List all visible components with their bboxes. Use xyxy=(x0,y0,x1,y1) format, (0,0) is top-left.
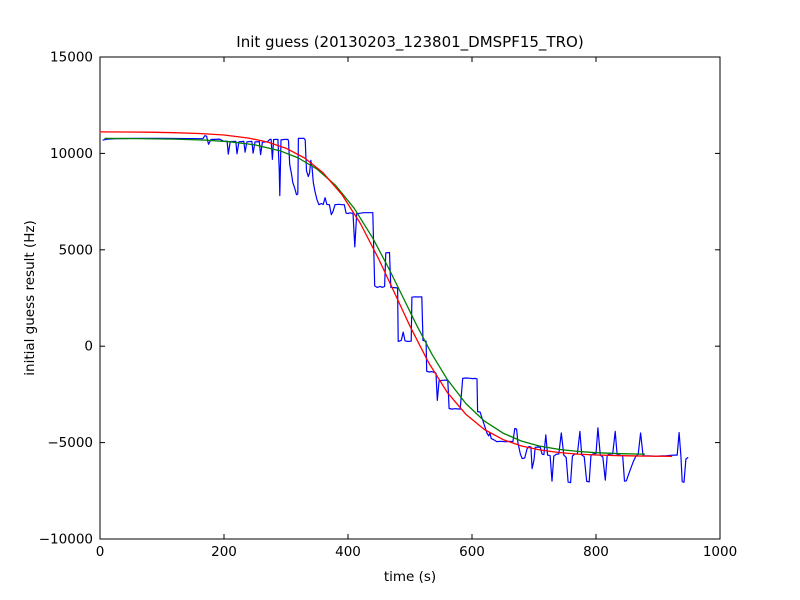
x-tick-label: 400 xyxy=(335,544,361,560)
y-tick-label: 0 xyxy=(84,339,93,355)
series-line-sigmoid-fit xyxy=(99,131,673,457)
y-tick-label: 10000 xyxy=(50,146,93,162)
x-axis-label: time (s) xyxy=(384,569,436,585)
x-tick-label: 0 xyxy=(96,544,105,560)
chart-title: Init guess (20130203_123801_DMSPF15_TRO) xyxy=(236,33,583,52)
plot-border xyxy=(99,56,721,540)
x-tick-label: 1000 xyxy=(703,544,737,560)
x-tick-label: 600 xyxy=(459,544,485,560)
y-tick-label: −5000 xyxy=(47,435,93,451)
x-tick-label: 800 xyxy=(583,544,609,560)
y-tick-label: 5000 xyxy=(59,242,93,258)
y-ticks: −10000 −5000 0 5000 10000 15000 xyxy=(39,50,720,548)
series-lines xyxy=(99,131,689,484)
x-ticks: 0 200 400 600 800 1000 xyxy=(96,57,737,560)
y-tick-label: 15000 xyxy=(50,50,93,66)
x-tick-label: 200 xyxy=(211,544,237,560)
y-axis-label: initial guess result (Hz) xyxy=(22,220,38,375)
y-tick-label: −10000 xyxy=(39,532,93,548)
series-line-smoothed-fit xyxy=(104,137,646,455)
series-line-measured-data xyxy=(102,135,689,484)
